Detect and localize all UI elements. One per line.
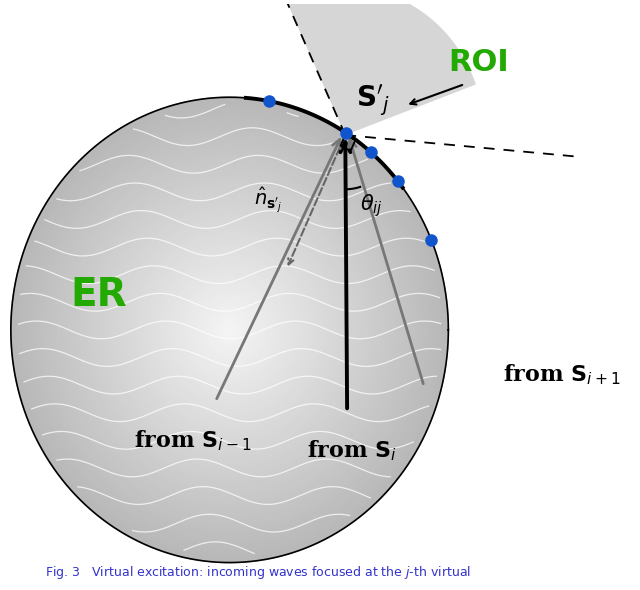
- Circle shape: [153, 248, 306, 411]
- Circle shape: [104, 196, 355, 464]
- Circle shape: [118, 211, 342, 449]
- Text: ROI: ROI: [449, 48, 509, 77]
- Circle shape: [120, 214, 339, 446]
- Circle shape: [65, 155, 394, 504]
- Circle shape: [186, 283, 273, 376]
- Circle shape: [60, 150, 399, 510]
- Circle shape: [172, 269, 287, 391]
- Circle shape: [131, 225, 328, 435]
- Circle shape: [112, 205, 347, 455]
- Circle shape: [33, 120, 426, 539]
- Circle shape: [145, 240, 314, 420]
- Text: $\hat{n}_{\mathbf{s}'_j}$: $\hat{n}_{\mathbf{s}'_j}$: [254, 186, 283, 215]
- Circle shape: [30, 117, 429, 542]
- Circle shape: [208, 307, 252, 353]
- Circle shape: [180, 277, 279, 382]
- Circle shape: [19, 106, 440, 554]
- Circle shape: [227, 327, 232, 333]
- Circle shape: [166, 263, 292, 397]
- Circle shape: [202, 301, 257, 359]
- Circle shape: [82, 173, 377, 487]
- Circle shape: [109, 202, 350, 458]
- Text: from $\mathbf{S}_i$: from $\mathbf{S}_i$: [307, 439, 397, 463]
- Circle shape: [68, 158, 391, 502]
- Circle shape: [213, 313, 246, 348]
- Text: $\mathbf{S}'_j$: $\mathbf{S}'_j$: [356, 83, 390, 118]
- Circle shape: [84, 176, 374, 484]
- Circle shape: [136, 231, 323, 429]
- Circle shape: [54, 144, 404, 516]
- Circle shape: [38, 126, 421, 533]
- Circle shape: [216, 316, 243, 345]
- Circle shape: [11, 97, 449, 563]
- Circle shape: [211, 310, 249, 350]
- Circle shape: [189, 286, 271, 373]
- Circle shape: [49, 138, 410, 522]
- Circle shape: [28, 114, 432, 545]
- Circle shape: [79, 170, 380, 490]
- Circle shape: [16, 103, 443, 557]
- Circle shape: [161, 257, 298, 402]
- Circle shape: [183, 280, 276, 379]
- Circle shape: [90, 182, 369, 478]
- Circle shape: [196, 295, 262, 365]
- Circle shape: [129, 222, 331, 438]
- Circle shape: [46, 135, 413, 525]
- Circle shape: [194, 292, 265, 368]
- Circle shape: [125, 219, 333, 440]
- Circle shape: [88, 179, 372, 481]
- Circle shape: [159, 254, 301, 405]
- Circle shape: [224, 324, 235, 336]
- Circle shape: [115, 208, 344, 452]
- Circle shape: [76, 167, 383, 493]
- Circle shape: [52, 141, 407, 519]
- Circle shape: [148, 242, 312, 417]
- Circle shape: [140, 234, 320, 426]
- Circle shape: [123, 217, 336, 443]
- Circle shape: [13, 100, 445, 560]
- Circle shape: [191, 289, 268, 371]
- Text: from $\mathbf{S}_{i+1}$: from $\mathbf{S}_{i+1}$: [503, 362, 620, 387]
- Circle shape: [200, 298, 260, 362]
- Circle shape: [221, 321, 238, 339]
- Circle shape: [71, 161, 388, 499]
- Circle shape: [175, 272, 284, 388]
- Circle shape: [58, 147, 402, 513]
- Text: Fig. 3   Virtual excitation: incoming waves focused at the $j$-th virtual: Fig. 3 Virtual excitation: incoming wave…: [45, 564, 471, 581]
- Circle shape: [150, 245, 309, 414]
- Circle shape: [170, 266, 290, 394]
- Circle shape: [44, 132, 415, 527]
- Polygon shape: [287, 0, 476, 135]
- Circle shape: [93, 185, 366, 476]
- Circle shape: [106, 199, 353, 461]
- Circle shape: [219, 318, 241, 342]
- Circle shape: [142, 237, 317, 423]
- Text: $\theta_{ij}$: $\theta_{ij}$: [360, 192, 383, 219]
- Circle shape: [99, 191, 361, 470]
- Circle shape: [24, 112, 435, 548]
- Circle shape: [63, 152, 396, 507]
- Circle shape: [74, 164, 385, 496]
- Circle shape: [35, 123, 424, 536]
- Circle shape: [205, 304, 254, 356]
- Text: ER: ER: [71, 276, 127, 314]
- Circle shape: [178, 274, 282, 385]
- Circle shape: [134, 228, 325, 432]
- Circle shape: [41, 129, 419, 530]
- Circle shape: [164, 260, 295, 399]
- Text: from $\mathbf{S}_{i-1}$: from $\mathbf{S}_{i-1}$: [134, 429, 251, 454]
- Circle shape: [22, 109, 437, 551]
- Circle shape: [101, 193, 358, 467]
- Circle shape: [95, 188, 364, 473]
- Circle shape: [156, 251, 303, 408]
